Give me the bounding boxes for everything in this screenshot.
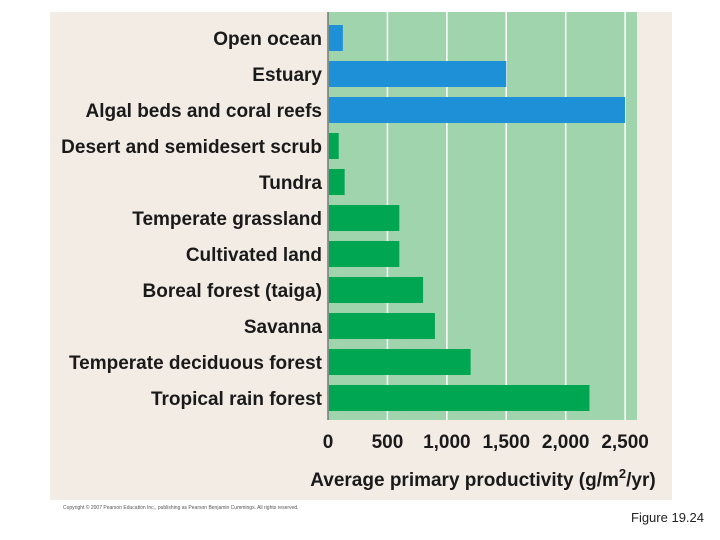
category-label: Algal beds and coral reefs [85, 101, 322, 122]
x-tick-label: 2,000 [542, 432, 590, 453]
bar-temperate-deciduous-forest [329, 349, 471, 375]
category-label: Temperate deciduous forest [69, 353, 323, 374]
bars [329, 25, 626, 411]
x-tick-label: 1,500 [482, 432, 530, 453]
bar-tundra [329, 169, 345, 195]
category-label: Savanna [244, 317, 323, 338]
category-label: Cultivated land [186, 245, 322, 266]
category-label: Temperate grassland [132, 209, 322, 230]
bar-open-ocean [329, 25, 343, 51]
bar-cultivated-land [329, 241, 400, 267]
x-tick-label: 1,000 [423, 432, 471, 453]
category-labels: Open ocean Estuary Algal beds and coral re… [61, 29, 323, 410]
category-label: Desert and semidesert scrub [61, 137, 322, 158]
bar-savanna [329, 313, 435, 339]
category-label: Tropical rain forest [151, 389, 323, 410]
bar-algal-beds-and-coral-reefs [329, 97, 626, 123]
x-tick-label: 500 [372, 432, 404, 453]
figure-caption: Figure 19.24 [631, 510, 704, 525]
bar-estuary [329, 61, 507, 87]
bar-temperate-grassland [329, 205, 400, 231]
category-label: Tundra [259, 173, 322, 194]
x-tick-label: 0 [323, 432, 334, 453]
bar-tropical-rain-forest [329, 385, 590, 411]
x-tick-label: 2,500 [601, 432, 649, 453]
bar-boreal-forest-taiga [329, 277, 424, 303]
category-label: Estuary [252, 65, 322, 86]
category-label: Open ocean [213, 29, 322, 50]
bar-desert-and-semidesert-scrub [329, 133, 339, 159]
category-label: Boreal forest (taiga) [143, 281, 322, 302]
copyright-notice: Copyright © 2007 Pearson Education Inc.,… [63, 505, 299, 511]
x-axis-title: Average primary productivity (g/m2/yr) [310, 466, 655, 491]
x-tick-labels: 0 500 1,000 1,500 2,000 2,500 [323, 432, 649, 453]
